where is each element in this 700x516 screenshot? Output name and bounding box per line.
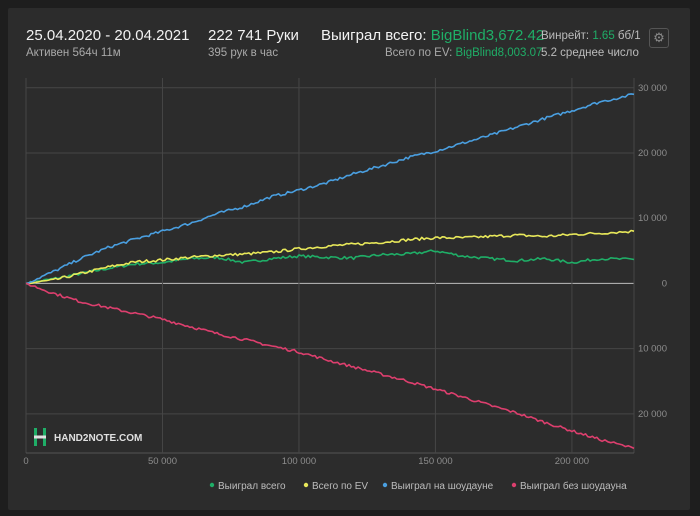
active-time: Активен 564ч 11м	[26, 47, 121, 59]
legend-marker	[303, 482, 309, 488]
avg-number: 5.2 среднее число	[541, 47, 639, 59]
series-line	[25, 93, 635, 285]
winrate: Винрейт: 1.65 бб/1	[541, 30, 641, 42]
ev-total-value: BigBlind8,003.07	[455, 47, 543, 59]
legend-marker	[209, 482, 215, 488]
won-total-value: BigBlind3,672.42	[430, 27, 545, 44]
legend-label[interactable]: Выиграл всего	[218, 481, 286, 492]
winrate-value: 1.65	[592, 30, 615, 42]
hand2note-logo: HAND2NOTE.COM	[34, 428, 142, 446]
winrate-label: Винрейт:	[541, 30, 590, 42]
x-tick-label: 100 000	[282, 456, 316, 467]
logo-mark-bar	[34, 435, 46, 439]
hands-total: 222 741 Руки	[208, 27, 299, 44]
y-tick-label: 30 000	[638, 83, 667, 94]
series-line	[25, 229, 635, 285]
chart-series	[25, 93, 635, 450]
chart-panel	[8, 8, 690, 510]
logo-text: HAND2NOTE.COM	[54, 433, 142, 444]
legend-marker	[382, 482, 388, 488]
series-line	[25, 249, 635, 286]
chart-grid	[25, 78, 635, 454]
y-tick-label: 10 000	[638, 344, 667, 355]
y-tick-label: 20 000	[638, 148, 667, 159]
y-tick-label: 0	[662, 278, 667, 289]
ev-total: Всего по EV: BigBlind8,003.07	[385, 47, 542, 59]
x-tick-label: 50 000	[148, 456, 177, 467]
y-tick-label: 20 000	[638, 409, 667, 420]
legend-marker	[511, 482, 517, 488]
won-total: Выиграл всего: BigBlind3,672.42	[321, 27, 544, 44]
y-tick-label: 10 000	[638, 213, 667, 224]
legend-label[interactable]: Выиграл на шоудауне	[391, 481, 494, 492]
x-tick-label: 150 000	[418, 456, 452, 467]
chart-legend: Выиграл всего Всего по EV Выиграл на шоуда…	[209, 480, 627, 492]
settings-gear-icon[interactable]: ⚙	[649, 28, 669, 48]
legend-label[interactable]: Выиграл без шоудауна	[520, 480, 627, 492]
ev-total-label: Всего по EV:	[385, 47, 453, 59]
date-range: 25.04.2020 - 20.04.2021	[26, 27, 190, 44]
series-line	[25, 282, 635, 450]
won-total-label: Выиграл всего:	[321, 27, 427, 44]
x-tick-label: 0	[23, 456, 28, 467]
y-axis-ticks: 30 000 20 000 10 000 0 10 000 20 000	[638, 83, 667, 420]
x-axis-ticks: 0 50 000 100 000 150 000 200 000	[23, 456, 589, 467]
x-tick-label: 200 000	[555, 456, 589, 467]
legend-label[interactable]: Всего по EV	[312, 481, 368, 492]
winrate-unit: бб/1	[617, 30, 641, 42]
hands-per-hour: 395 рук в час	[208, 47, 279, 59]
